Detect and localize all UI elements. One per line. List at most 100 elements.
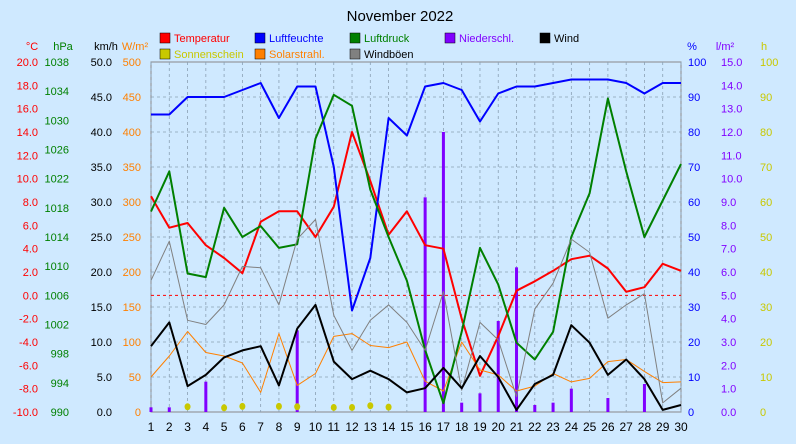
- sunshine-dot: [385, 403, 392, 411]
- x-tick-label: 5: [221, 420, 228, 434]
- precip-bar: [149, 407, 153, 412]
- rain-tick-label: 10.0: [721, 174, 742, 186]
- rain-tick-label: 11.0: [721, 150, 742, 162]
- rain-tick-label: 9.0: [721, 197, 736, 209]
- hum-tick-label: 80: [688, 127, 700, 139]
- rain-tick-label: 3.0: [721, 337, 736, 349]
- sun-tick-label: 10: [760, 372, 772, 384]
- legend-label: Luftfeuchte: [269, 33, 323, 45]
- x-tick-label: 16: [418, 420, 432, 434]
- solar-tick-label: 500: [123, 57, 141, 69]
- series-line-luftfeuchte: [151, 78, 681, 312]
- hum-unit-label: %: [687, 41, 697, 53]
- hum-tick-label: 30: [688, 302, 700, 314]
- legend-label: Temperatur: [174, 33, 230, 45]
- x-tick-label: 6: [239, 420, 246, 434]
- rain-tick-label: 14.0: [721, 80, 742, 92]
- x-tick-label: 3: [184, 420, 191, 434]
- x-tick-label: 4: [202, 420, 209, 434]
- sun-tick-label: 50: [760, 232, 772, 244]
- sun-tick-label: 100: [760, 57, 778, 69]
- precip-bar: [295, 330, 299, 412]
- legend-swatch: [349, 48, 361, 60]
- press-unit-label: hPa: [53, 41, 73, 53]
- precip-bar: [569, 388, 573, 412]
- hum-tick-label: 20: [688, 337, 700, 349]
- rain-tick-label: 7.0: [721, 244, 736, 256]
- legend-label: Luftdruck: [364, 33, 410, 45]
- legend-swatch: [444, 32, 456, 44]
- wind-tick-label: 5.0: [97, 372, 112, 384]
- hum-tick-label: 10: [688, 372, 700, 384]
- wind-tick-label: 35.0: [91, 162, 112, 174]
- temp-tick-label: 16.0: [17, 104, 38, 116]
- precip-bar: [423, 197, 427, 412]
- precip-bar: [551, 402, 555, 412]
- solar-tick-label: 0: [135, 407, 141, 419]
- sunshine-dot: [275, 402, 282, 410]
- sun-tick-label: 40: [760, 267, 772, 279]
- x-tick-label: 7: [257, 420, 264, 434]
- rain-tick-label: 1.0: [721, 384, 736, 396]
- press-tick-label: 1014: [45, 232, 69, 244]
- sun-tick-label: 20: [760, 337, 772, 349]
- x-tick-label: 21: [510, 420, 524, 434]
- wind-tick-label: 15.0: [91, 302, 112, 314]
- press-tick-label: 1006: [45, 290, 69, 302]
- wind-tick-label: 45.0: [91, 92, 112, 104]
- x-tick-label: 24: [565, 420, 579, 434]
- sunshine-dot: [294, 403, 301, 411]
- precip-bar: [478, 393, 482, 412]
- rain-tick-label: 2.0: [721, 360, 736, 372]
- rain-tick-label: 13.0: [721, 104, 742, 116]
- solar-tick-label: 100: [123, 337, 141, 349]
- sun-tick-label: 80: [760, 127, 772, 139]
- rain-tick-label: 5.0: [721, 290, 736, 302]
- legend-label: Solarstrahl.: [269, 49, 325, 61]
- legend-swatch: [349, 32, 361, 44]
- sun-unit-label: h: [761, 41, 767, 53]
- solar-tick-label: 350: [123, 162, 141, 174]
- precip-bar: [441, 132, 445, 412]
- press-tick-label: 1026: [45, 145, 69, 157]
- temp-tick-label: 18.0: [17, 80, 38, 92]
- x-tick-label: 22: [528, 420, 542, 434]
- legend-swatch: [254, 48, 266, 60]
- solar-tick-label: 200: [123, 267, 141, 279]
- rain-tick-label: 0.0: [721, 407, 736, 419]
- x-tick-label: 8: [276, 420, 283, 434]
- chart-title: November 2022: [347, 8, 454, 25]
- series-line-luftdruck: [150, 93, 682, 405]
- wind-tick-label: 25.0: [91, 232, 112, 244]
- solar-tick-label: 50: [129, 372, 141, 384]
- legend-label: Windböen: [364, 49, 414, 61]
- press-tick-label: 1002: [45, 320, 69, 332]
- solar-tick-label: 300: [123, 197, 141, 209]
- x-tick-label: 11: [328, 420, 341, 434]
- temp-tick-label: -8.0: [19, 384, 38, 396]
- hum-tick-label: 40: [688, 267, 700, 279]
- sun-tick-label: 70: [760, 162, 772, 174]
- rain-tick-label: 12.0: [721, 127, 742, 139]
- hum-tick-label: 90: [688, 92, 700, 104]
- wind-tick-label: 40.0: [91, 127, 112, 139]
- series-line-wind: [150, 303, 682, 411]
- wind-unit-label: km/h: [94, 41, 118, 53]
- sunshine-dot: [349, 403, 356, 411]
- x-tick-label: 2: [166, 420, 173, 434]
- temp-tick-label: 10.0: [17, 174, 38, 186]
- sunshine-dot: [184, 403, 191, 411]
- precip-bar: [642, 384, 646, 412]
- solar-unit-label: W/m²: [122, 41, 149, 53]
- rain-tick-label: 15.0: [721, 57, 742, 69]
- hum-tick-label: 50: [688, 232, 700, 244]
- press-tick-label: 1038: [45, 57, 69, 69]
- sun-tick-label: 90: [760, 92, 772, 104]
- press-tick-label: 998: [51, 349, 69, 361]
- legend-label: Sonnenschein: [174, 49, 244, 61]
- temp-tick-label: 8.0: [23, 197, 38, 209]
- temp-tick-label: -6.0: [19, 360, 38, 372]
- temp-tick-label: -2.0: [19, 314, 38, 326]
